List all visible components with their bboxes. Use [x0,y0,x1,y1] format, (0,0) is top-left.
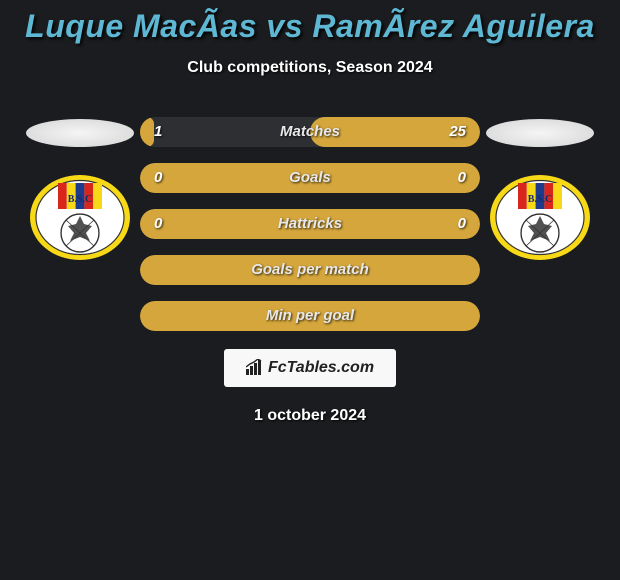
left-player-avatar [26,119,134,147]
stat-bar-label: Matches [140,117,480,147]
brand-text: FcTables.com [268,359,374,376]
svg-text:B.S.C: B.S.C [528,194,552,205]
left-side: B.S.C [20,117,140,260]
stat-value-left: 0 [154,163,162,193]
stat-bar: Hattricks0 0 [140,209,480,239]
stat-bar-label: Hattricks [140,209,480,239]
stat-value-right: 25 [449,117,466,147]
snapshot-date: 1 october 2024 [0,407,620,425]
left-club-badge: B.S.C [30,175,130,260]
stat-bar-label: Goals [140,163,480,193]
right-player-avatar [486,119,594,147]
stat-bar-label: Goals per match [140,255,480,285]
stat-bar: Goals per match [140,255,480,285]
stat-bar-label: Min per goal [140,301,480,331]
stat-value-left: 1 [154,117,162,147]
right-club-badge: B.S.C [490,175,590,260]
comparison-subtitle: Club competitions, Season 2024 [0,59,620,77]
stat-bar: Goals0 0 [140,163,480,193]
right-side: B.S.C [480,117,600,260]
bar-chart-icon [246,359,266,375]
footer: FcTables.com [0,331,620,387]
stat-value-right: 0 [458,163,466,193]
brand-logo: FcTables.com [224,349,396,387]
svg-text:B.S.C: B.S.C [68,194,92,205]
comparison-title: Luque MacÃ­as vs RamÃ­rez Aguilera [0,0,620,45]
stat-bar: Matches1 25 [140,117,480,147]
stat-bar: Min per goal [140,301,480,331]
stat-bars: Matches125Goals00Hattricks00Goals per ma… [140,117,480,331]
stat-value-right: 0 [458,209,466,239]
comparison-content: B.S.C Matches125Goals00Hattricks00Goals … [0,117,620,331]
stat-value-left: 0 [154,209,162,239]
